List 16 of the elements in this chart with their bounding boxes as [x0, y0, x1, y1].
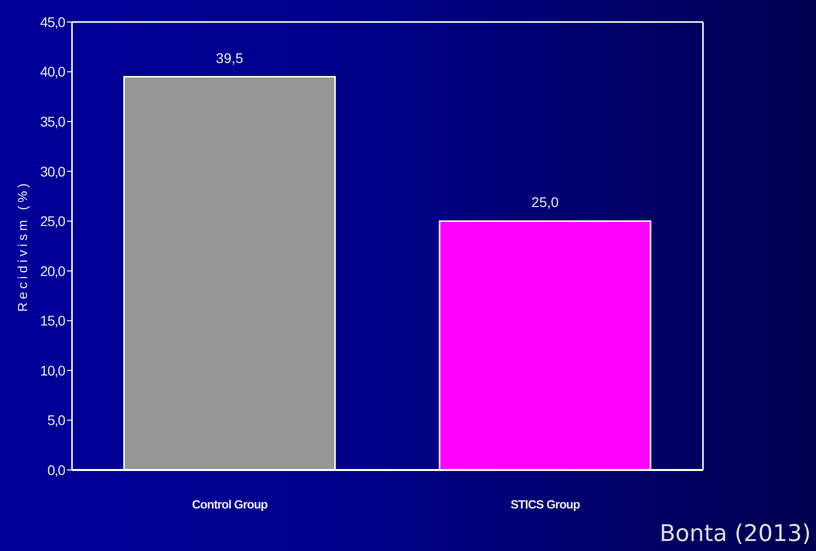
y-tick-label: 0,0 — [47, 462, 66, 478]
y-tick-label: 25,0 — [40, 213, 66, 230]
y-tick-label: 15,0 — [40, 312, 66, 329]
x-tick-label: Control Group — [192, 498, 268, 512]
y-tick-label: 20,0 — [40, 262, 66, 279]
y-tick-label: 40,0 — [40, 64, 66, 80]
x-tick-label: STICS Group — [510, 498, 580, 512]
y-axis-title: Recidivism (%) — [14, 180, 30, 312]
y-tick-label: 45,0 — [40, 14, 66, 30]
y-tick-label: 30,0 — [40, 163, 66, 180]
text: Bonta (2013) — [660, 521, 811, 547]
data-label: 25,0 — [531, 194, 559, 210]
y-tick-label: 5,0 — [47, 412, 66, 428]
y-tick-label: 10,0 — [40, 362, 66, 378]
data-label: 39,5 — [216, 50, 244, 66]
y-tick-label: 35,0 — [40, 114, 66, 130]
